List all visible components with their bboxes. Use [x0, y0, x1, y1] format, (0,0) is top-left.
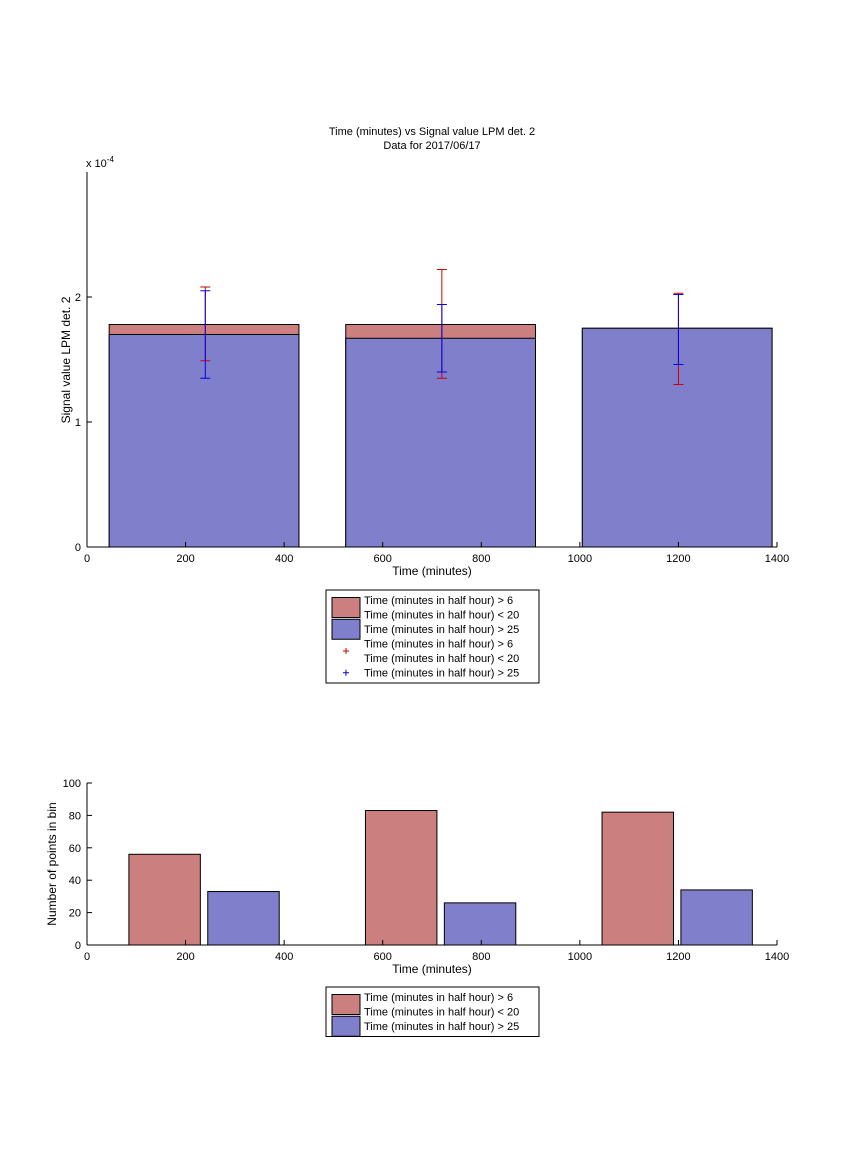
top-chart-legend: Time (minutes in half hour) > 6 Time (min… — [325, 589, 540, 684]
y-axis-label: Number of points in bin — [45, 802, 59, 925]
x-tick-label: 1200 — [666, 553, 690, 565]
bar — [443, 902, 517, 946]
top-chart-plot-area: 0 200 400 600 800 1000 1200 1400 0 1 2 — [75, 172, 789, 565]
x-tick-label: 1400 — [765, 553, 789, 565]
y-tick-label: 100 — [63, 778, 81, 790]
legend-swatch — [331, 994, 361, 1015]
y-tick-label: 60 — [69, 843, 81, 855]
signal-chart: Time (minutes) vs Signal value LPM det. … — [59, 126, 789, 684]
legend-swatch — [331, 1015, 361, 1037]
legend-label: Time (minutes in half hour) > 6 — [364, 595, 513, 607]
legend-label: Time (minutes in half hour) > 25 — [364, 1021, 519, 1033]
x-tick-label: 600 — [374, 553, 392, 565]
x-axis-label: Time (minutes) — [392, 962, 472, 976]
legend-box — [325, 589, 540, 684]
bar — [680, 889, 753, 946]
legend-swatch — [331, 597, 361, 618]
legend-label: Time (minutes in half hour) > 25 — [364, 668, 519, 680]
y-tick-label: 1 — [75, 417, 81, 429]
x-tick-label: 600 — [374, 951, 392, 963]
y-tick-label: 0 — [75, 940, 81, 952]
bar — [364, 810, 438, 946]
bar — [581, 327, 773, 548]
y-tick-label: 20 — [69, 908, 81, 920]
y-multiplier-exponent: -4 — [107, 155, 115, 164]
legend-label: Time (minutes in half hour) > 6 — [364, 992, 513, 1004]
x-tick-label: 1000 — [568, 951, 592, 963]
legend-label: Time (minutes in half hour) > 25 — [364, 624, 519, 636]
bar — [108, 334, 300, 548]
x-tick-label: 200 — [176, 951, 194, 963]
y-multiplier: x 10-4 — [86, 155, 114, 170]
y-tick-label: 0 — [75, 542, 81, 554]
x-tick-label: 1200 — [666, 951, 690, 963]
y-multiplier-base: x 10 — [86, 158, 107, 170]
y-tick-label: 40 — [69, 875, 81, 887]
x-tick-label: 400 — [275, 951, 293, 963]
legend-label: Time (minutes in half hour) < 20 — [364, 610, 519, 622]
chart-subtitle: Data for 2017/06/17 — [383, 140, 480, 152]
legend-label: Time (minutes in half hour) < 20 — [364, 1007, 519, 1019]
x-tick-label: 1400 — [765, 951, 789, 963]
x-tick-label: 0 — [84, 951, 90, 963]
x-axis-label: Time (minutes) — [392, 564, 472, 578]
bottom-chart-legend: Time (minutes in half hour) > 6 Time (min… — [325, 986, 540, 1037]
x-tick-label: 400 — [275, 553, 293, 565]
x-tick-label: 0 — [84, 553, 90, 565]
bar — [345, 337, 536, 548]
legend-label: Time (minutes in half hour) > 6 — [364, 639, 513, 651]
y-tick-label: 2 — [75, 292, 81, 304]
bar — [207, 891, 280, 946]
x-tick-label: 200 — [176, 553, 194, 565]
x-tick-label: 1000 — [568, 553, 592, 565]
x-tick-label: 800 — [472, 951, 490, 963]
bar — [601, 811, 674, 946]
count-chart: 0 200 400 600 800 1000 1200 1400 0 20 40 60 80 100 Ti… — [45, 778, 789, 1037]
y-axis-label: Signal value LPM det. 2 — [59, 296, 73, 423]
legend-box — [325, 986, 540, 1037]
y-tick-label: 80 — [69, 810, 81, 822]
bottom-chart-plot-area: 0 200 400 600 800 1000 1200 1400 0 20 40 60 80 100 — [63, 778, 790, 963]
chart-title: Time (minutes) vs Signal value LPM det. … — [329, 126, 535, 138]
legend-label: Time (minutes in half hour) < 20 — [364, 653, 519, 665]
bar — [128, 853, 201, 946]
x-tick-label: 800 — [472, 553, 490, 565]
legend-swatch — [331, 618, 361, 640]
